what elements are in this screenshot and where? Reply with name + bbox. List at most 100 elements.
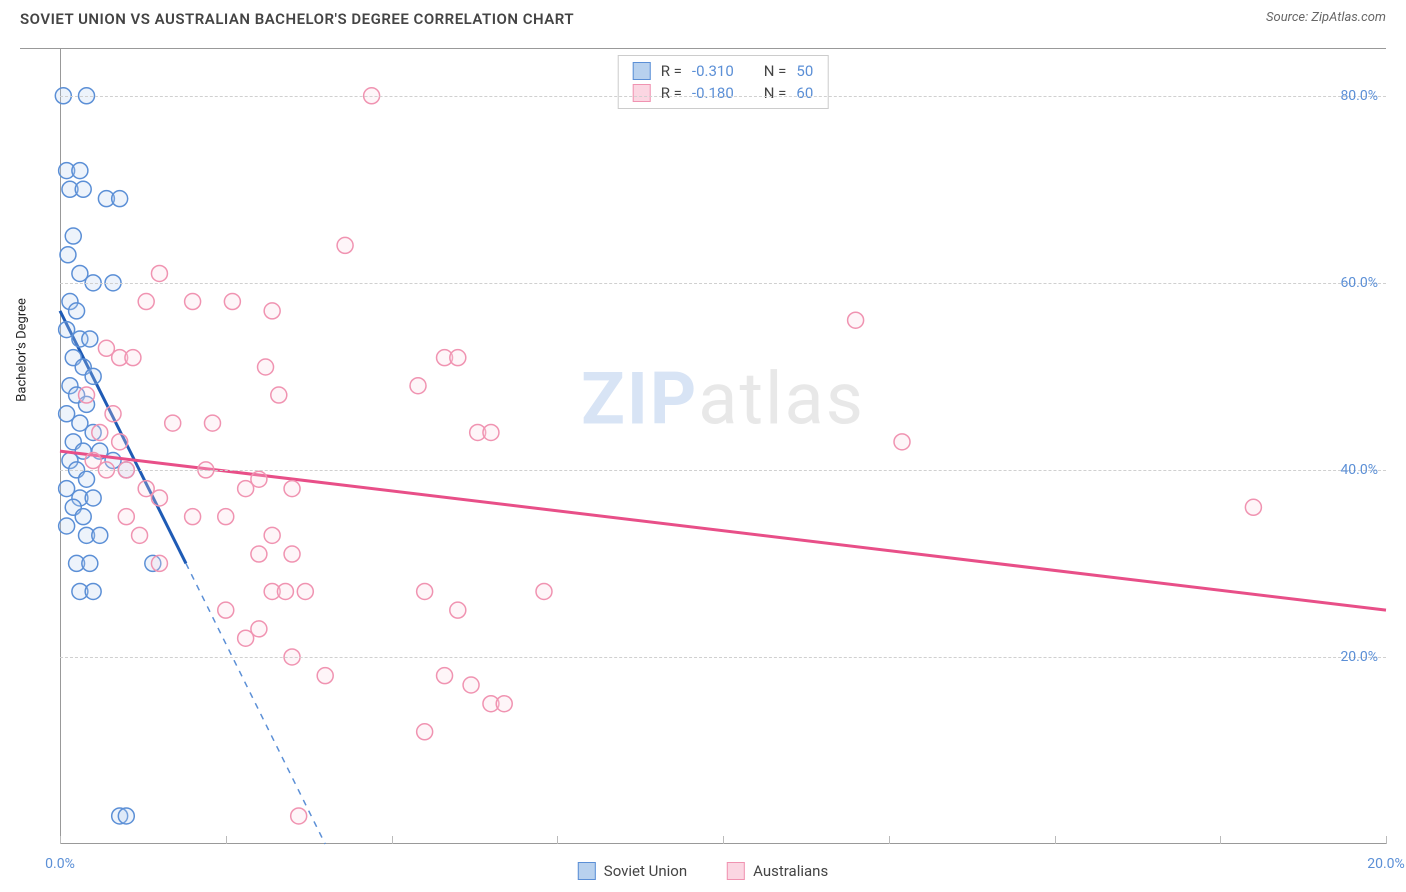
data-point — [151, 265, 167, 281]
data-point — [224, 294, 240, 310]
data-point — [297, 583, 313, 599]
data-point — [59, 518, 75, 534]
grid-line — [60, 470, 1386, 471]
data-point — [410, 378, 426, 394]
data-point — [165, 415, 181, 431]
x-tick-label: 0.0% — [45, 856, 75, 872]
grid-line — [60, 657, 1386, 658]
data-point — [496, 696, 512, 712]
legend-swatch — [727, 862, 745, 880]
y-tick-label: 40.0% — [1340, 462, 1378, 478]
plot-svg — [60, 49, 1386, 844]
bottom-legend-item: Soviet Union — [578, 862, 687, 880]
data-point — [894, 434, 910, 450]
data-point — [151, 555, 167, 571]
data-point — [132, 527, 148, 543]
data-point — [264, 303, 280, 319]
stats-r-value: -0.180 — [692, 84, 734, 102]
legend-label: Australians — [753, 862, 828, 880]
data-point — [251, 546, 267, 562]
trend-line-dashed — [186, 563, 325, 844]
x-tick-mark — [723, 836, 724, 844]
y-tick-label: 20.0% — [1340, 649, 1378, 665]
x-tick-label: 20.0% — [1367, 856, 1405, 872]
data-point — [75, 181, 91, 197]
data-point — [118, 509, 134, 525]
chart-title: SOVIET UNION VS AUSTRALIAN BACHELOR'S DE… — [20, 10, 574, 28]
x-tick-mark — [1220, 836, 1221, 844]
stats-legend: R =-0.310N =50R =-0.180N =60 — [618, 55, 829, 109]
bottom-legend-item: Australians — [727, 862, 828, 880]
data-point — [185, 294, 201, 310]
data-point — [483, 424, 499, 440]
x-tick-mark — [60, 836, 61, 844]
y-axis-label: Bachelor's Degree — [15, 298, 30, 402]
plot-area: ZIPatlas R =-0.310N =50R =-0.180N =60 20… — [60, 49, 1386, 844]
data-point — [112, 434, 128, 450]
data-point — [79, 471, 95, 487]
data-point — [417, 583, 433, 599]
data-point — [82, 331, 98, 347]
data-point — [284, 546, 300, 562]
stats-r-label: R = — [661, 62, 682, 80]
stats-n-label: N = — [764, 62, 787, 80]
data-point — [118, 808, 134, 824]
data-point — [848, 312, 864, 328]
stats-n-label: N = — [764, 84, 787, 102]
y-tick-label: 60.0% — [1340, 275, 1378, 291]
stats-r-label: R = — [661, 84, 682, 102]
legend-swatch — [633, 84, 651, 102]
data-point — [450, 350, 466, 366]
data-point — [218, 509, 234, 525]
data-point — [82, 555, 98, 571]
x-tick-mark — [392, 836, 393, 844]
stats-n-value: 50 — [796, 62, 813, 80]
chart-container: Bachelor's Degree ZIPatlas R =-0.310N =5… — [20, 48, 1386, 843]
data-point — [277, 583, 293, 599]
data-point — [463, 677, 479, 693]
data-point — [85, 490, 101, 506]
y-tick-label: 80.0% — [1340, 88, 1378, 104]
data-point — [79, 387, 95, 403]
data-point — [92, 424, 108, 440]
data-point — [284, 481, 300, 497]
data-point — [218, 602, 234, 618]
data-point — [125, 350, 141, 366]
data-point — [138, 294, 154, 310]
x-tick-mark — [226, 836, 227, 844]
grid-line — [60, 96, 1386, 97]
x-tick-mark — [1055, 836, 1056, 844]
legend-label: Soviet Union — [604, 862, 687, 880]
data-point — [75, 509, 91, 525]
data-point — [317, 668, 333, 684]
data-point — [85, 583, 101, 599]
grid-line — [60, 283, 1386, 284]
data-point — [69, 303, 85, 319]
data-point — [138, 481, 154, 497]
data-point — [417, 724, 433, 740]
data-point — [1245, 499, 1261, 515]
data-point — [536, 583, 552, 599]
data-point — [251, 471, 267, 487]
stats-n-value: 60 — [796, 84, 813, 102]
source-attribution: Source: ZipAtlas.com — [1266, 10, 1386, 25]
data-point — [105, 406, 121, 422]
stats-legend-row: R =-0.310N =50 — [633, 60, 814, 82]
data-point — [185, 509, 201, 525]
data-point — [204, 415, 220, 431]
legend-swatch — [578, 862, 596, 880]
x-tick-mark — [557, 836, 558, 844]
x-tick-mark — [889, 836, 890, 844]
data-point — [85, 368, 101, 384]
data-point — [65, 228, 81, 244]
data-point — [450, 602, 466, 618]
bottom-legend: Soviet Union Australians — [578, 862, 828, 880]
data-point — [437, 668, 453, 684]
stats-legend-row: R = -0.180 N = 60 — [633, 82, 814, 104]
data-point — [337, 237, 353, 253]
chart-header: SOVIET UNION VS AUSTRALIAN BACHELOR'S DE… — [0, 0, 1406, 33]
data-point — [271, 387, 287, 403]
data-point — [251, 621, 267, 637]
data-point — [72, 163, 88, 179]
legend-swatch — [633, 62, 651, 80]
